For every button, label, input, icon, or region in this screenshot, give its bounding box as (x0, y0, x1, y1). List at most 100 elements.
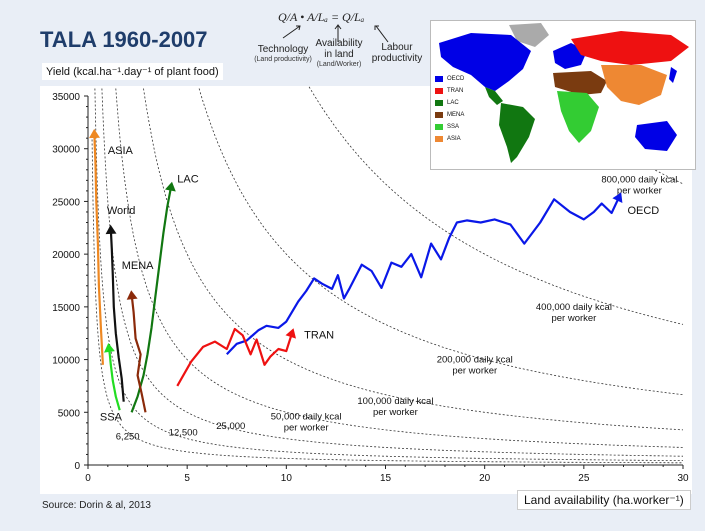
map-legend-label: TRAN (447, 88, 464, 94)
series-arrow-oecd (612, 192, 623, 203)
map-legend-swatch (435, 112, 443, 118)
y-tick-label: 10000 (52, 356, 80, 367)
map-region-ssa (557, 91, 599, 143)
map-legend: OECD TRAN LAC MENA SSA ASIA (435, 73, 464, 145)
series-arrow-world (105, 224, 117, 235)
iso-curve-5 (198, 88, 684, 396)
iso-curve-label-2: 25,000 (216, 421, 245, 432)
y-axis-label: Yield (kcal.ha⁻¹.day⁻¹ of plant food) (42, 63, 223, 80)
x-tick-label: 20 (479, 473, 491, 484)
series-arrow-tran (285, 328, 296, 339)
series-label-lac: LAC (177, 173, 198, 185)
series-line-world (109, 228, 125, 402)
map-legend-swatch (435, 136, 443, 142)
map-region-japan (669, 67, 677, 83)
series-arrow-mena (126, 290, 138, 300)
formula-sub-technology: (Land productivity) (254, 56, 312, 63)
iso-curve-label-7: 800,000 daily kcal (601, 174, 677, 185)
series-line-mena (130, 294, 147, 413)
iso-curve-label-6: 400,000 daily kcal (536, 302, 612, 313)
series-line-ssa (107, 346, 121, 411)
world-map-svg (439, 23, 689, 163)
formula-sub-availability: (Land/Worker) (316, 61, 362, 68)
map-legend-label: MENA (447, 112, 465, 118)
iso-curve-label-5: per worker (452, 366, 497, 377)
map-legend-swatch (435, 76, 443, 82)
map-region-north-america (439, 33, 531, 91)
series-label-world: World (107, 205, 136, 217)
series-label-asia: ASIA (108, 145, 134, 157)
map-legend-item-ssa: SSA (435, 121, 464, 133)
series-label-oecd: OECD (627, 205, 659, 217)
x-tick-label: 15 (380, 473, 392, 484)
x-tick-label: 0 (85, 473, 91, 484)
map-legend-label: ASIA (447, 136, 461, 142)
series-arrow-ssa (104, 343, 115, 353)
world-map: OECD TRAN LAC MENA SSA ASIA (430, 20, 696, 170)
x-tick-label: 10 (281, 473, 293, 484)
iso-curve-label-3: 50,000 daily kcal (271, 412, 342, 423)
map-legend-swatch (435, 100, 443, 106)
x-tick-label: 30 (677, 473, 689, 484)
iso-curve-label-7: per worker (617, 185, 662, 196)
iso-curve-label-5: 200,000 daily kcal (437, 355, 513, 366)
x-axis-label: Land availability (ha.worker⁻¹) (517, 490, 691, 510)
formula-label-availability: Availability (315, 38, 363, 49)
formula-label-labour: Labour (381, 42, 413, 53)
series-line-oecd (226, 195, 621, 356)
formula-arrows (282, 24, 389, 43)
map-region-russia (571, 31, 689, 65)
iso-curve-0 (91, 135, 683, 464)
map-legend-label: SSA (447, 124, 460, 130)
map-legend-label: OECD (447, 76, 465, 82)
map-region-asia (601, 65, 667, 105)
series-label-tran: TRAN (304, 329, 334, 341)
iso-curve-label-4: per worker (373, 407, 418, 418)
iso-curve-4 (143, 88, 684, 431)
series-label-mena: MENA (122, 260, 154, 272)
y-tick-label: 0 (74, 461, 80, 472)
formula-box: Q/A • A/Lₐ = Q/Lₐ Technology (Land produ… (238, 8, 428, 90)
slide-title: TALA 1960-2007 (40, 27, 208, 52)
y-tick-label: 15000 (52, 303, 80, 314)
map-legend-item-asia: ASIA (435, 133, 464, 145)
map-region-greenland (509, 23, 549, 47)
map-legend-swatch (435, 88, 443, 94)
source-note: Source: Dorin & al, 2013 (42, 500, 151, 511)
y-tick-label: 25000 (52, 197, 80, 208)
map-legend-item-tran: TRAN (435, 85, 464, 97)
series-label-ssa: SSA (100, 412, 123, 424)
formula-label-availability-2: in land (324, 49, 354, 60)
iso-curve-2 (101, 88, 683, 457)
map-legend-item-lac: LAC (435, 97, 464, 109)
series-line-asia (93, 132, 104, 365)
x-tick-label: 25 (578, 473, 590, 484)
series-arrow-asia (89, 128, 100, 139)
series-line-tran (176, 327, 294, 387)
y-tick-label: 5000 (58, 408, 81, 419)
x-tick-label: 5 (184, 473, 190, 484)
iso-curve-3 (115, 88, 683, 448)
map-region-australia (635, 121, 677, 151)
y-tick-label: 30000 (52, 145, 80, 156)
formula-label-labour-2: productivity (371, 53, 423, 64)
map-region-south-america (499, 103, 535, 163)
iso-curve-label-4: 100,000 daily kcal (357, 396, 433, 407)
map-legend-item-mena: MENA (435, 109, 464, 121)
y-tick-label: 35000 (52, 92, 80, 103)
formula-text: Q/A • A/Lₐ = Q/Lₐ (278, 10, 365, 24)
map-region-mena (553, 71, 607, 95)
y-tick-label: 20000 (52, 250, 80, 261)
map-legend-swatch (435, 124, 443, 130)
iso-curve-label-3: per worker (284, 423, 329, 434)
iso-curve-6 (308, 86, 684, 325)
iso-curve-label-1: 12,500 (169, 427, 198, 438)
iso-curve-label-0: 6,250 (116, 432, 140, 443)
map-region-central-america (485, 87, 503, 105)
map-legend-item-oecd: OECD (435, 73, 464, 85)
formula-label-technology: Technology (257, 44, 309, 55)
iso-curve-1 (94, 88, 683, 462)
iso-curve-label-6: per worker (551, 313, 596, 324)
map-legend-label: LAC (447, 100, 459, 106)
